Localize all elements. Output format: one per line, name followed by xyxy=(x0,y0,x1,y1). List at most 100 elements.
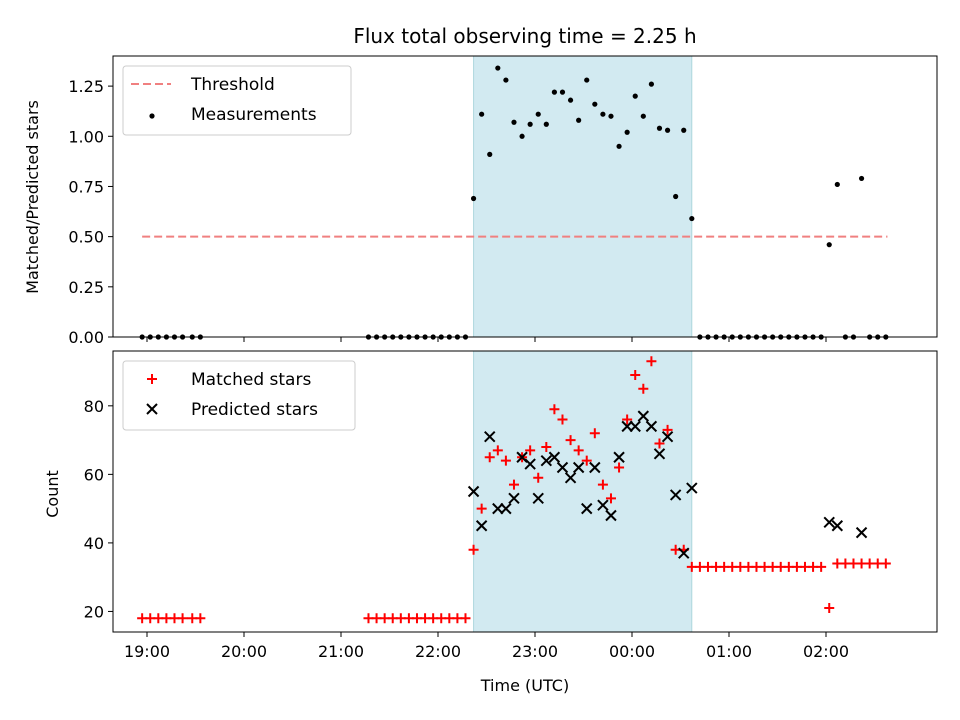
data-point xyxy=(589,461,601,474)
legend-box xyxy=(122,360,356,431)
data-point xyxy=(548,451,561,463)
legend: Matched stars Predicted stars xyxy=(122,360,356,431)
x-tick-label: 20:00 xyxy=(221,642,267,661)
x-tick-label: 21:00 xyxy=(318,642,364,661)
data-point xyxy=(557,414,568,425)
data-point xyxy=(858,175,865,182)
axes-frame xyxy=(112,55,938,338)
data-point xyxy=(653,448,666,460)
chart-title: Flux total observing time = 2.25 h xyxy=(353,24,696,48)
data-point xyxy=(503,77,509,83)
data-point xyxy=(613,451,625,463)
axes-frame xyxy=(112,350,938,633)
data-point xyxy=(589,428,600,439)
data-point xyxy=(654,438,665,449)
data-point xyxy=(492,502,504,515)
legend-x-swatch xyxy=(146,403,158,415)
data-point xyxy=(664,127,671,133)
data-point xyxy=(645,420,658,433)
y-tick-label: 60 xyxy=(84,465,104,484)
data-point xyxy=(656,125,663,131)
data-point xyxy=(541,441,552,452)
legend-label: Matched stars xyxy=(191,370,311,390)
data-point xyxy=(662,424,673,435)
legend: Threshold Measurements xyxy=(122,65,352,136)
data-point xyxy=(629,420,641,433)
data-point xyxy=(500,502,512,515)
data-point xyxy=(556,461,569,474)
count-panel: 20 40 60 80 19:00 20:00 21:00 22:00 23:00 00:00 01… xyxy=(84,350,938,661)
data-point xyxy=(637,410,650,422)
y-tick-label: 0.75 xyxy=(68,177,104,196)
data-point xyxy=(468,544,479,555)
legend-plus-swatch xyxy=(147,374,157,384)
data-point xyxy=(669,489,682,501)
data-point xyxy=(511,119,517,125)
legend-box xyxy=(122,65,352,136)
data-point xyxy=(640,113,646,119)
data-point xyxy=(564,472,577,484)
data-point xyxy=(495,65,501,71)
x-tick-label: 22:00 xyxy=(415,642,461,661)
data-point xyxy=(559,89,566,95)
data-point xyxy=(608,113,614,119)
data-point xyxy=(540,454,553,467)
data-point xyxy=(470,195,477,202)
data-point xyxy=(573,445,584,456)
data-point xyxy=(572,461,585,474)
data-point xyxy=(467,485,480,498)
data-point xyxy=(686,482,698,494)
data-point xyxy=(673,193,679,200)
data-point xyxy=(543,121,549,127)
data-point xyxy=(535,111,541,117)
data-point xyxy=(605,493,616,504)
data-point xyxy=(824,603,835,614)
y-axis-label-count: Count xyxy=(43,470,62,518)
y-tick-label: 1.00 xyxy=(68,127,104,146)
data-point xyxy=(621,420,633,433)
legend-label: Threshold xyxy=(190,75,275,95)
data-point xyxy=(576,117,582,123)
data-point xyxy=(500,455,511,466)
data-point xyxy=(605,509,617,522)
data-point xyxy=(600,111,606,117)
data-point xyxy=(484,452,495,463)
data-point xyxy=(532,492,544,505)
x-tick-label: 00:00 xyxy=(609,642,655,661)
data-point xyxy=(492,445,503,456)
data-point xyxy=(661,430,674,443)
y-tick-label: 0.00 xyxy=(68,328,104,347)
data-point xyxy=(646,356,657,367)
data-point xyxy=(689,215,695,222)
data-point xyxy=(855,526,868,539)
observing-span xyxy=(473,350,693,633)
data-point xyxy=(681,127,687,133)
y-axis-label-ratio: Matched/Predicted stars xyxy=(23,100,42,294)
x-tick-label: 01:00 xyxy=(706,642,752,661)
data-point xyxy=(816,561,827,572)
data-point xyxy=(567,97,574,103)
y-tick-label: 1.25 xyxy=(68,77,104,96)
data-point xyxy=(195,613,206,624)
data-point xyxy=(826,242,832,248)
data-point xyxy=(479,111,485,117)
x-tick-label: 02:00 xyxy=(803,642,849,661)
data-point xyxy=(519,133,525,139)
data-point xyxy=(549,404,560,415)
data-point xyxy=(678,547,690,559)
data-point xyxy=(584,77,590,83)
series-predicted-stars xyxy=(467,410,868,559)
data-point xyxy=(475,520,488,532)
data-point xyxy=(177,613,188,624)
observing-span xyxy=(473,55,693,338)
data-point xyxy=(524,458,536,470)
data-point xyxy=(533,472,544,483)
data-point xyxy=(597,479,608,490)
data-point xyxy=(616,143,622,149)
data-point xyxy=(614,462,625,473)
data-point xyxy=(565,435,576,446)
data-point xyxy=(508,479,519,490)
data-point xyxy=(648,81,655,87)
data-point xyxy=(823,516,835,529)
